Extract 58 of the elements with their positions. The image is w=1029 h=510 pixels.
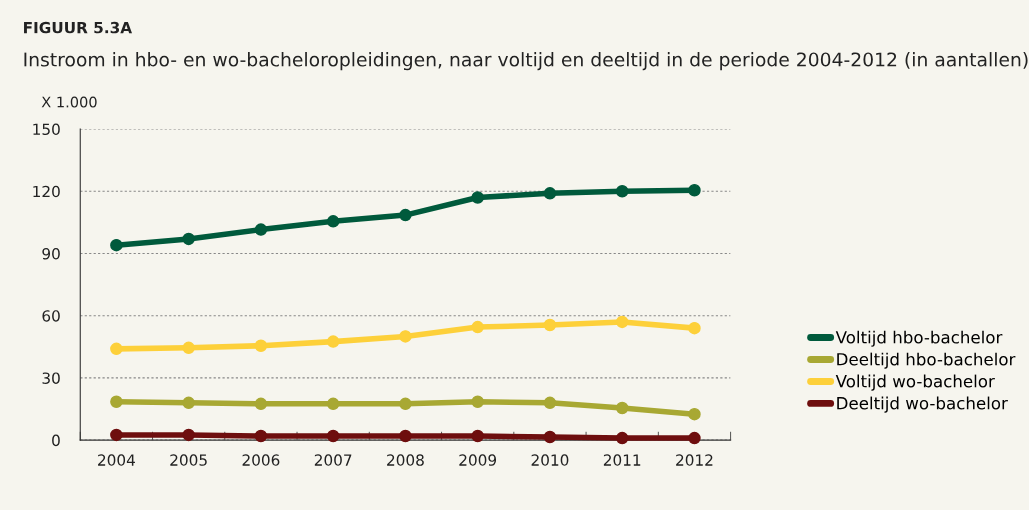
point: [182, 428, 195, 442]
chart-title: FIGUUR 5.3A: [24, 21, 133, 34]
point: [399, 208, 412, 222]
point: [254, 223, 268, 236]
point: [471, 320, 484, 334]
point: [399, 429, 412, 443]
legend-label: Voltijd hbo-bachelor: [835, 330, 1003, 347]
point: [615, 184, 629, 198]
point: [543, 396, 557, 410]
point: [688, 431, 701, 445]
point: [182, 232, 195, 246]
point: [110, 395, 123, 409]
point: [688, 183, 701, 197]
point: [399, 330, 412, 343]
x-tick-label: 2006: [242, 454, 280, 466]
point: [688, 407, 701, 421]
point: [688, 321, 701, 335]
chart-subtitle: Instroom in hbo- en wo-bacheloropleidingen, naar voltijd en deeltijd in de periode 2004-2012 (in aantallen): [24, 52, 1028, 71]
x-tick-label: 2005: [170, 454, 207, 466]
y-axis-title: X 1.000: [41, 96, 97, 108]
point: [471, 429, 484, 443]
x-tick-label: 2007: [314, 454, 352, 466]
legend-label: Deeltijd wo-bachelor: [837, 396, 1008, 413]
y-tick-label: 60: [42, 310, 60, 322]
legend-label: Voltijd wo-bachelor: [835, 374, 995, 391]
x-tick-label: 2008: [387, 454, 424, 466]
x-tick-label: 2010: [531, 454, 569, 466]
x-tick-label: 2011: [603, 454, 641, 466]
point: [254, 397, 268, 411]
point: [110, 238, 123, 252]
y-tick-label: 30: [42, 372, 60, 384]
point: [254, 429, 268, 443]
point: [326, 429, 340, 443]
y-tick-label: 150: [33, 123, 60, 136]
point: [615, 315, 629, 329]
point: [326, 215, 340, 228]
point: [254, 339, 268, 353]
point: [182, 341, 195, 355]
point: [326, 397, 340, 411]
point: [110, 428, 123, 442]
y-tick-label: 90: [42, 247, 60, 260]
point: [326, 335, 340, 348]
point: [110, 342, 123, 356]
point: [615, 401, 629, 415]
legend-label: Deeltijd hbo-bachelor: [837, 352, 1016, 369]
y-tick-label: 0: [52, 434, 60, 447]
point: [471, 191, 484, 204]
x-tick-label: 2012: [676, 454, 713, 466]
point: [399, 397, 412, 411]
point: [182, 396, 195, 410]
y-tick-label: 120: [33, 185, 60, 198]
point: [615, 431, 629, 445]
point: [471, 395, 484, 409]
x-tick-label: 2004: [98, 454, 135, 466]
point: [543, 318, 557, 332]
point: [543, 430, 557, 444]
x-tick-label: 2009: [459, 454, 497, 466]
point: [543, 187, 557, 200]
